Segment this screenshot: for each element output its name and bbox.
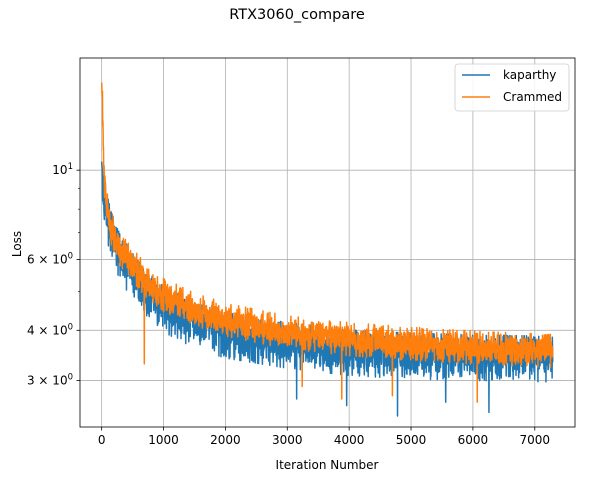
y-tick-label: 4 × 100 — [27, 322, 73, 337]
grid — [80, 58, 575, 427]
x-tick-label: 6000 — [458, 433, 489, 447]
x-tick-label: 7000 — [520, 433, 551, 447]
legend-label: Crammed — [503, 90, 562, 104]
plot-frame — [79, 57, 576, 428]
legend-label: kaparthy — [503, 68, 556, 82]
x-tick-label: 4000 — [334, 433, 365, 447]
y-axis: 101 6 × 100 4 × 100 3 × 100 — [27, 162, 80, 388]
x-tick-label: 3000 — [272, 433, 303, 447]
series-layer — [100, 82, 554, 417]
x-axis-label: Iteration Number — [276, 458, 379, 472]
x-tick-label: 0 — [98, 433, 106, 447]
x-tick-label: 5000 — [396, 433, 427, 447]
y-tick-label: 3 × 100 — [27, 373, 73, 388]
x-axis: 0 1000 2000 3000 4000 5000 6000 7000 — [98, 427, 550, 447]
x-tick-label: 1000 — [148, 433, 179, 447]
chart-title: RTX3060_compare — [229, 7, 365, 23]
legend: kaparthy Crammed — [454, 63, 570, 112]
y-axis-label: Loss — [10, 231, 24, 257]
y-tick-label: 101 — [52, 162, 73, 177]
x-tick-label: 2000 — [210, 433, 241, 447]
y-tick-label: 6 × 100 — [27, 251, 73, 266]
series-line-crammed — [100, 82, 554, 403]
